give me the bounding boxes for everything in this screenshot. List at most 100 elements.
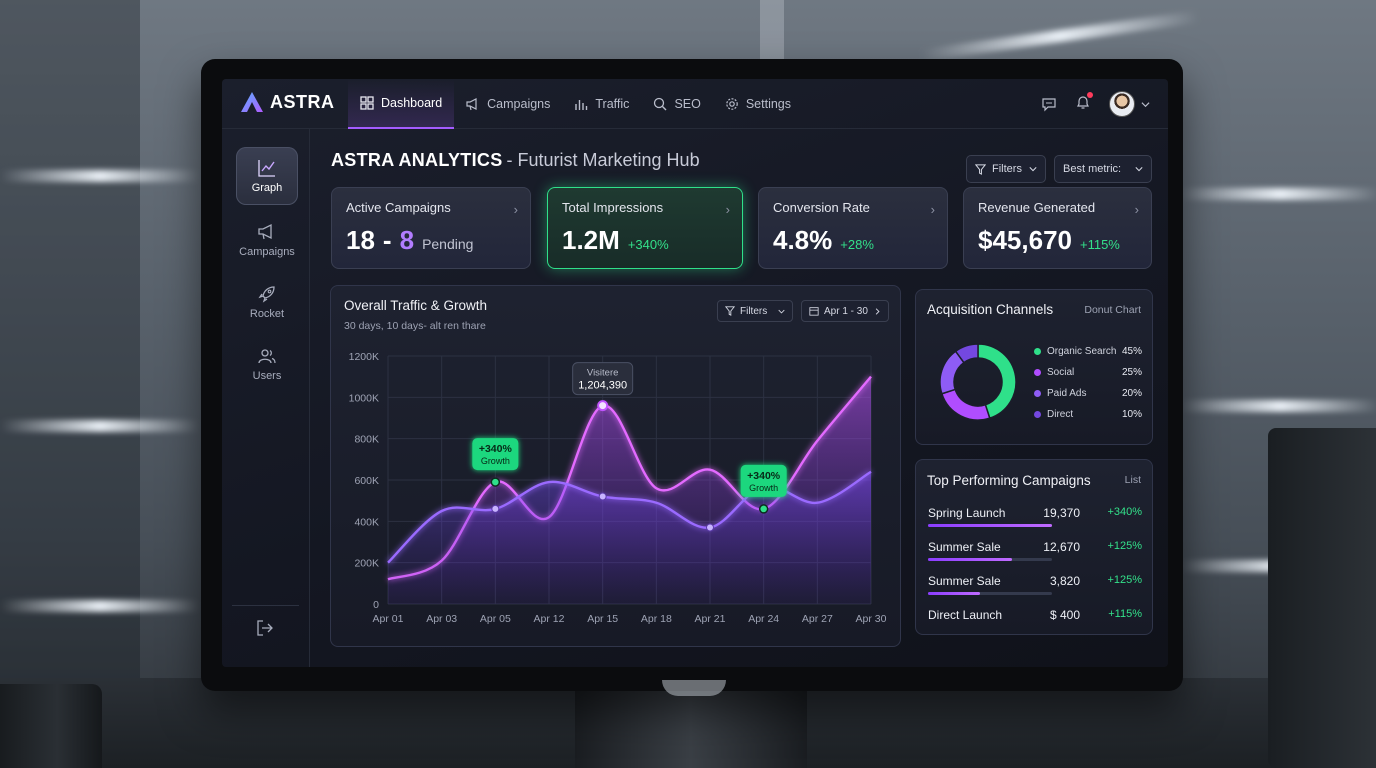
- dashboard-screen: ASTRA Dashboard Campaigns Traffic SEO Se…: [222, 79, 1168, 667]
- campaign-value: 12,670: [1043, 540, 1080, 554]
- ceiling-light: [0, 600, 200, 612]
- calendar-icon: [809, 307, 819, 316]
- campaign-growth: +340%: [1107, 506, 1142, 518]
- nav-seo[interactable]: SEO: [641, 79, 712, 129]
- nav-traffic-label: Traffic: [595, 97, 630, 111]
- legend-label: Paid Ads: [1047, 388, 1087, 399]
- sidebar-item-label: Rocket: [249, 308, 285, 320]
- brand-logo[interactable]: ASTRA: [240, 91, 335, 113]
- sidebar-item-label: Campaigns: [239, 246, 295, 258]
- nav-traffic[interactable]: Traffic: [562, 79, 641, 129]
- filter-icon: [975, 163, 986, 175]
- list-item[interactable]: Direct Launch $ 400 +115%: [928, 608, 1142, 640]
- tooltip-label: Visitere: [587, 368, 619, 379]
- data-point: [706, 523, 714, 532]
- notifications-button[interactable]: [1075, 91, 1093, 115]
- campaign-value: $ 400: [1049, 608, 1080, 622]
- nav-dashboard-label: Dashboard: [381, 96, 443, 110]
- donut-slice[interactable]: [940, 388, 991, 421]
- kpi-value-active: 18: [346, 225, 375, 255]
- growth-badge-value: +340%: [747, 470, 781, 482]
- legend-item-direct: Direct 10%: [1034, 409, 1142, 420]
- kpi-total-impressions[interactable]: Total Impressions › 1.2M +340%: [547, 187, 743, 269]
- sidebar-divider: [232, 605, 299, 606]
- sidebar-item-users[interactable]: Users: [236, 335, 298, 393]
- chevron-right-icon: ›: [513, 202, 518, 217]
- nav-settings-label: Settings: [745, 97, 792, 111]
- bell-icon: [1077, 95, 1089, 109]
- kpi-label: Conversion Rate: [773, 200, 870, 215]
- notification-dot: [1087, 91, 1093, 98]
- line-chart-icon: [258, 160, 275, 177]
- growth-badge-label: Growth: [749, 483, 778, 493]
- donut-slice[interactable]: [954, 343, 979, 364]
- legend-swatch: [1034, 411, 1041, 418]
- kpi-label: Revenue Generated: [978, 200, 1096, 215]
- y-tick-label: 0: [373, 599, 379, 611]
- kpi-active-campaigns[interactable]: Active Campaigns › 18 - 8 Pending: [331, 187, 531, 269]
- kpi-conversion-rate[interactable]: Conversion Rate › 4.8% +28%: [758, 187, 948, 269]
- campaign-growth: +125%: [1107, 540, 1142, 552]
- kpi-value-separator: -: [382, 225, 392, 255]
- kpi-value: 4.8% +28%: [773, 225, 933, 256]
- message-icon[interactable]: [1041, 96, 1057, 112]
- kpi-value: 1.2M +340%: [562, 225, 728, 256]
- nav-dashboard[interactable]: Dashboard: [348, 79, 455, 129]
- x-tick-label: Apr 18: [641, 613, 672, 625]
- kpi-delta: +115%: [1079, 237, 1120, 252]
- sidebar-item-graph[interactable]: Graph: [236, 147, 298, 205]
- campaign-progress-fill: [928, 524, 1052, 527]
- chevron-right-icon: ›: [725, 202, 730, 217]
- traffic-title: Overall Traffic & Growth: [344, 298, 488, 313]
- desk-cup: [0, 684, 102, 768]
- page-subtitle: - Futurist Marketing Hub: [506, 150, 700, 170]
- legend-item-social: Social 25%: [1034, 367, 1142, 378]
- list-item[interactable]: Summer Sale 3,820 +125%: [928, 574, 1142, 606]
- main-nav: Dashboard Campaigns Traffic SEO Settings: [348, 79, 803, 129]
- best-metric-select[interactable]: Best metric:: [1054, 155, 1152, 183]
- chevron-down-icon: [1029, 167, 1037, 172]
- legend-value: 10%: [1121, 409, 1142, 420]
- top-campaigns-type-label: List: [1124, 474, 1141, 486]
- kpi-revenue-generated[interactable]: Revenue Generated › $45,670 +115%: [963, 187, 1152, 269]
- brand-name: ASTRA: [270, 91, 335, 112]
- desk-speaker: [1268, 428, 1376, 768]
- acquisition-panel: Acquisition Channels Donut Chart Organic…: [915, 289, 1153, 445]
- legend-swatch: [1034, 348, 1041, 355]
- kpi-value-suffix: Pending: [422, 236, 474, 252]
- chart-y-axis: 0 200K 400K 600K 800K 1000K 1200K: [349, 351, 380, 611]
- ceiling-light: [0, 170, 200, 182]
- campaign-progress-fill: [928, 592, 981, 595]
- traffic-filters-button[interactable]: Filters: [717, 300, 793, 322]
- user-menu[interactable]: [1109, 91, 1150, 117]
- sidebar-item-campaigns[interactable]: Campaigns: [236, 211, 298, 269]
- filters-button[interactable]: Filters: [966, 155, 1046, 183]
- campaign-name: Spring Launch: [928, 506, 1006, 520]
- data-point: [491, 504, 500, 513]
- chevron-right-icon: ›: [1134, 202, 1139, 217]
- best-metric-label: Best metric:: [1063, 163, 1122, 175]
- list-item[interactable]: Summer Sale 12,670 +125%: [928, 540, 1142, 572]
- traffic-line-chart[interactable]: 0 200K 400K 600K 800K 1000K 1200K Apr 01 Apr 03…: [331, 344, 900, 644]
- growth-point: [758, 504, 769, 514]
- logout-button[interactable]: [256, 619, 274, 642]
- growth-badge-label: Growth: [481, 456, 510, 466]
- kpi-value-main: 4.8%: [773, 225, 833, 255]
- acquisition-donut-chart[interactable]: [928, 332, 1028, 432]
- gear-icon: [726, 98, 738, 110]
- sidebar-item-rocket[interactable]: Rocket: [236, 273, 298, 331]
- campaign-progress-track: [928, 592, 1052, 595]
- growth-badge: [472, 438, 519, 471]
- series-violet-line: [387, 470, 872, 564]
- list-item[interactable]: Spring Launch 19,370 +340%: [928, 506, 1142, 538]
- date-range-picker[interactable]: Apr 1 - 30: [801, 300, 889, 322]
- y-tick-label: 200K: [354, 558, 379, 570]
- x-tick-label: Apr 27: [802, 613, 833, 625]
- page-title-main: ASTRA ANALYTICS: [331, 150, 503, 170]
- ceiling-light: [920, 10, 1200, 62]
- nav-campaigns[interactable]: Campaigns: [454, 79, 562, 129]
- tooltip-value: 1,204,390: [578, 380, 627, 392]
- nav-settings[interactable]: Settings: [713, 79, 803, 129]
- x-tick-label: Apr 24: [748, 613, 779, 625]
- y-tick-label: 1200K: [349, 351, 379, 363]
